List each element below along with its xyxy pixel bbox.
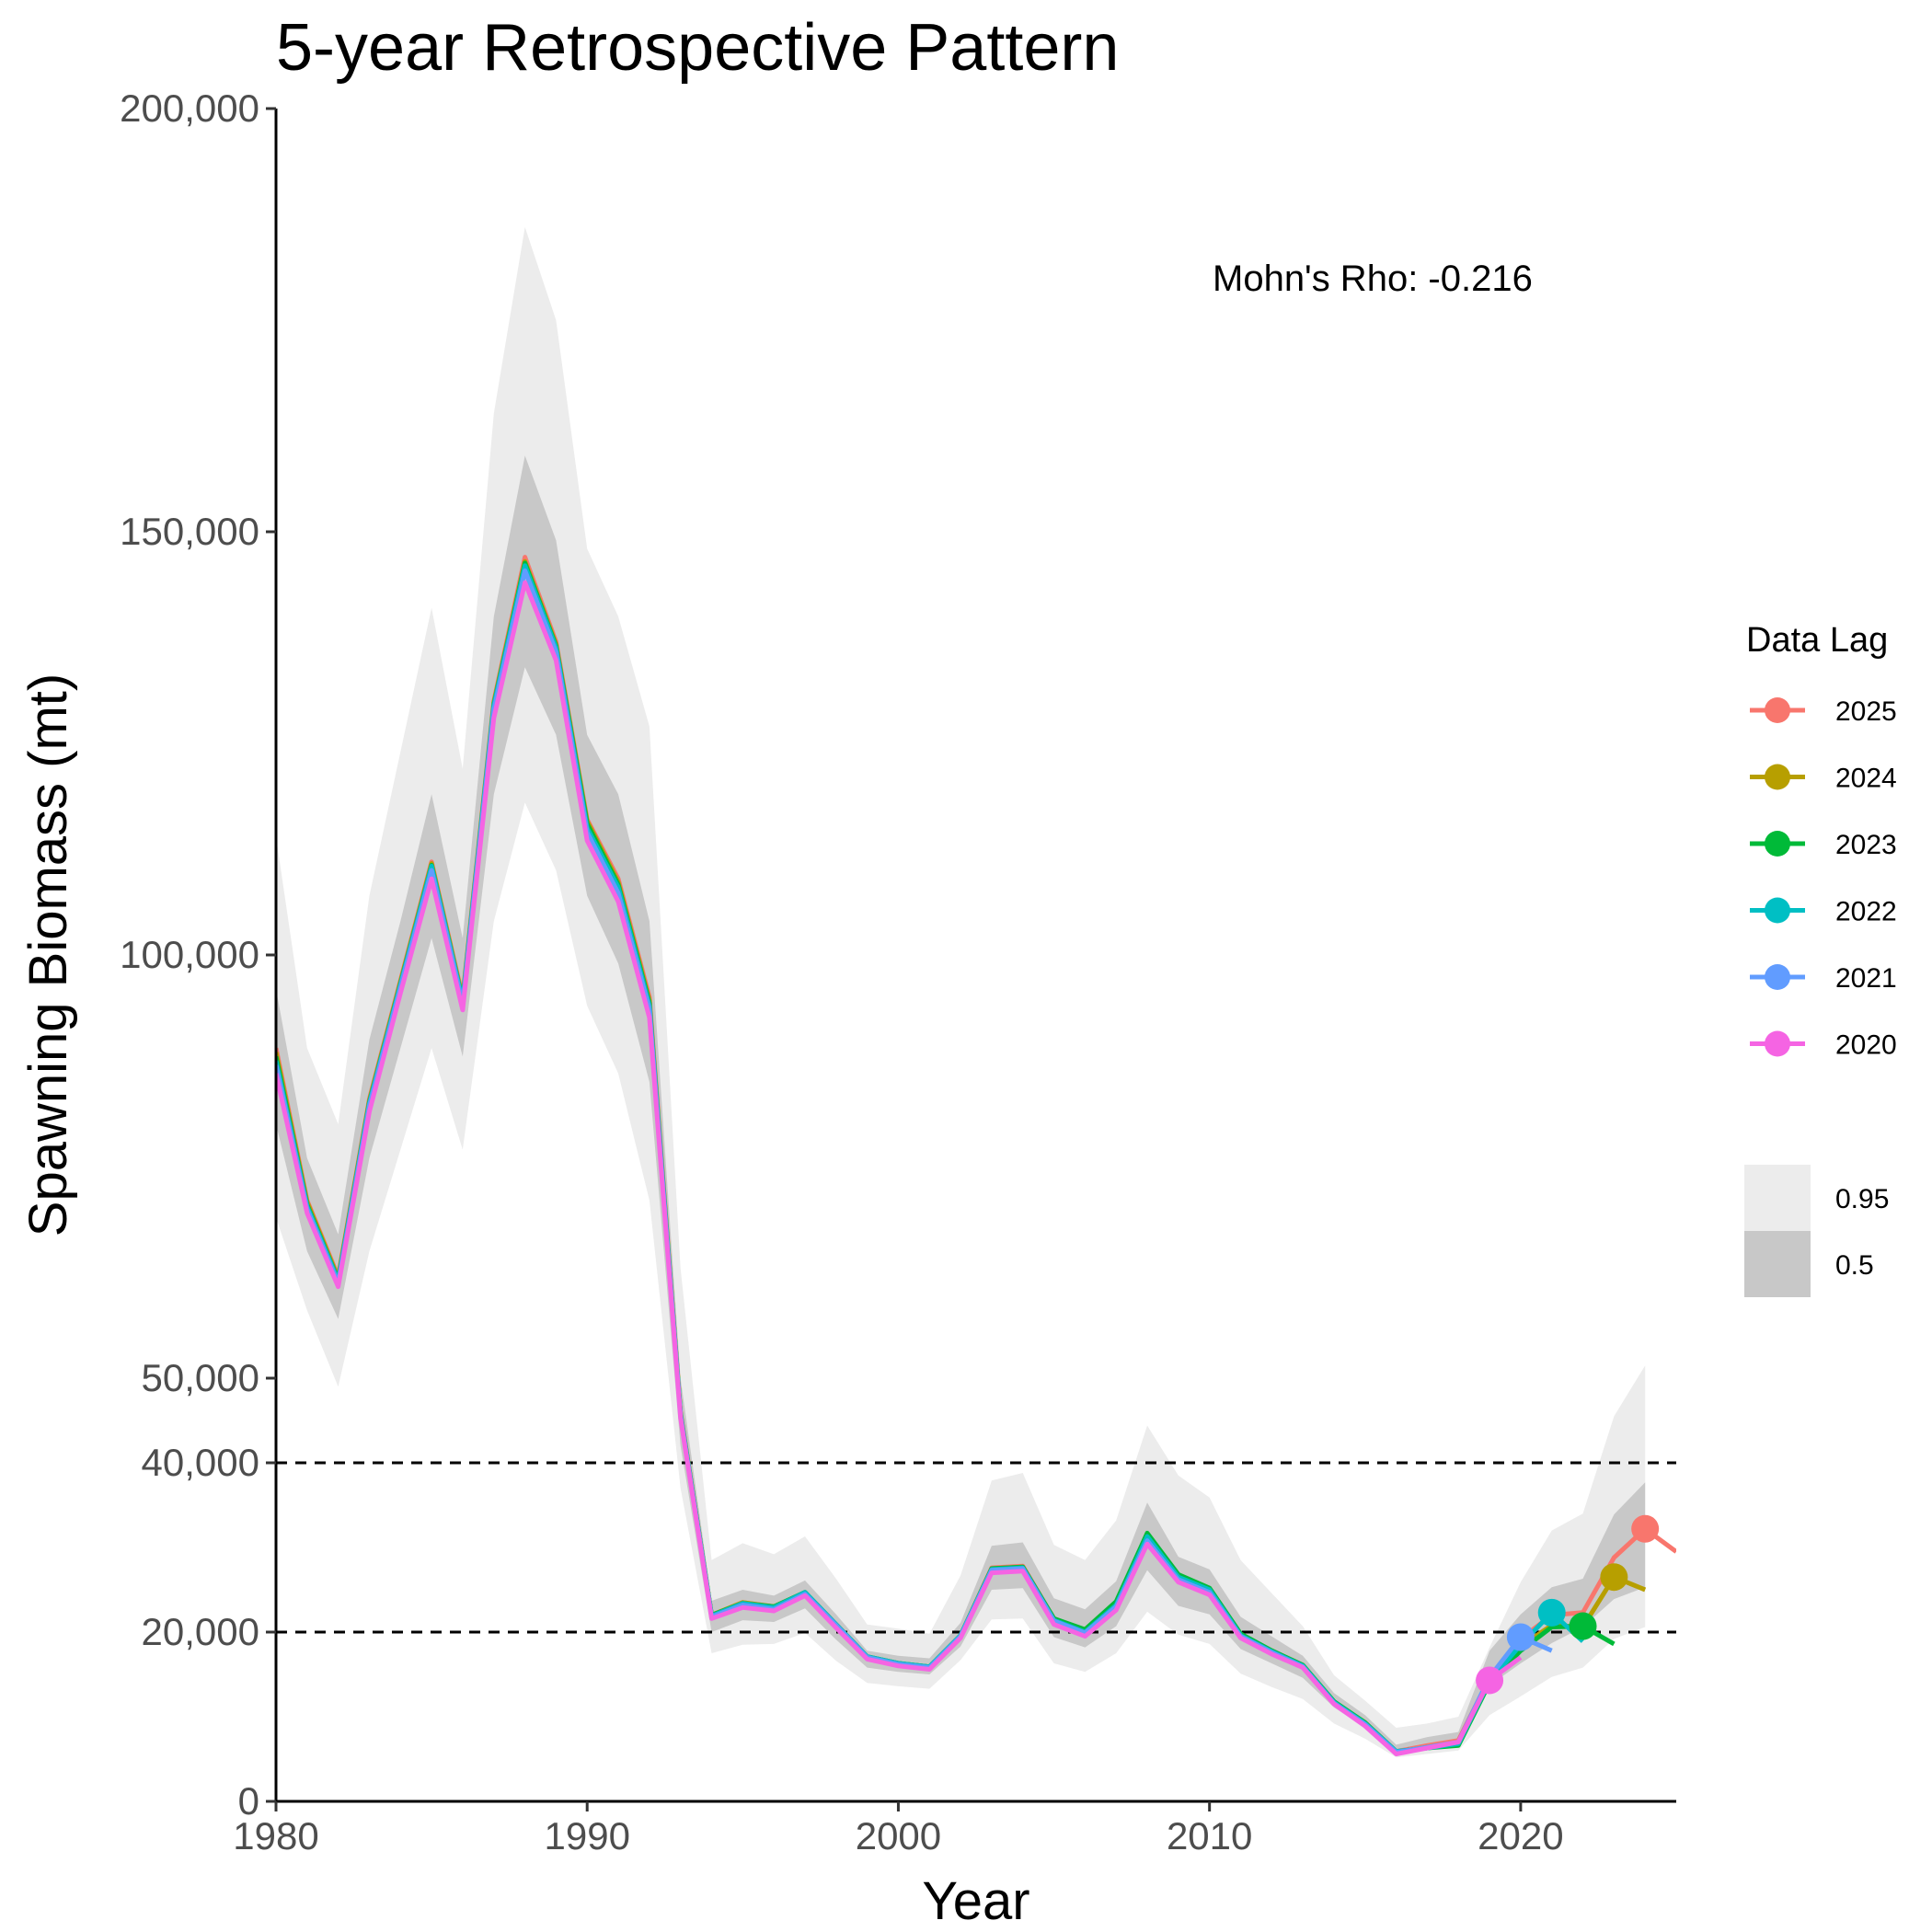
series-marker-2020 (1476, 1666, 1504, 1695)
y-tick-label: 200,000 (120, 86, 259, 130)
legend-key-marker-2023 (1765, 831, 1790, 857)
legend-band-label-0.95: 0.95 (1835, 1184, 1889, 1214)
y-tick-label: 0 (238, 1779, 259, 1823)
legend-band-key-0.95 (1744, 1165, 1811, 1231)
series-line-2020 (276, 580, 1523, 1756)
x-tick-label: 2010 (1167, 1814, 1252, 1857)
mohns-rho-annotation: Mohn's Rho: -0.216 (1213, 259, 1533, 299)
x-tick-label: 1990 (545, 1814, 630, 1857)
y-ticks: 0 20,000 40,000 50,000 100,000 150,000 200,000 (120, 86, 276, 1823)
y-tick-label: 150,000 (120, 510, 259, 553)
x-tick-label: 2000 (856, 1814, 941, 1857)
legend: Data Lag 2025 2024 2023 2022 2021 2020 0.95 0.… (1744, 621, 1897, 1297)
y-axis-title: Spawning Biomass (mt) (18, 673, 78, 1236)
y-tick-label: 40,000 (142, 1441, 259, 1484)
legend-band-label-0.5: 0.5 (1835, 1250, 1874, 1281)
legend-label-2022: 2022 (1835, 897, 1897, 927)
x-tick-label: 1980 (233, 1814, 318, 1857)
legend-band-key-0.5 (1744, 1231, 1811, 1297)
confidence-band-95 (276, 226, 1646, 1758)
legend-label-2025: 2025 (1835, 696, 1897, 727)
y-tick-label: 20,000 (142, 1610, 259, 1653)
legend-key-marker-2025 (1765, 697, 1790, 723)
reference-lines (276, 1461, 1676, 1634)
series-marker-2021 (1506, 1623, 1535, 1651)
legend-title: Data Lag (1746, 621, 1888, 660)
series-marker-2022 (1537, 1598, 1566, 1627)
chart-title: 5-year Retrospective Pattern (276, 11, 1119, 85)
legend-label-2024: 2024 (1835, 764, 1897, 794)
x-ticks: 1980 1990 2000 2010 2020 (233, 1801, 1564, 1857)
series-marker-2024 (1600, 1563, 1628, 1592)
y-tick-label: 50,000 (142, 1356, 259, 1399)
legend-label-2020: 2020 (1835, 1030, 1897, 1061)
x-tick-label: 2020 (1478, 1814, 1563, 1857)
series-markers (1476, 1514, 1660, 1695)
plot-area (276, 226, 1676, 1758)
series-marker-2025 (1631, 1514, 1660, 1543)
legend-label-2023: 2023 (1835, 830, 1897, 860)
y-tick-label: 100,000 (120, 933, 259, 976)
legend-label-2021: 2021 (1835, 963, 1897, 994)
legend-key-marker-2020 (1765, 1030, 1790, 1057)
x-axis-title: Year (922, 1871, 1029, 1931)
series-marker-2023 (1569, 1612, 1597, 1640)
legend-key-marker-2022 (1765, 897, 1790, 924)
legend-key-marker-2021 (1765, 964, 1790, 990)
legend-key-marker-2024 (1765, 764, 1790, 790)
series-lines (276, 555, 1676, 1756)
